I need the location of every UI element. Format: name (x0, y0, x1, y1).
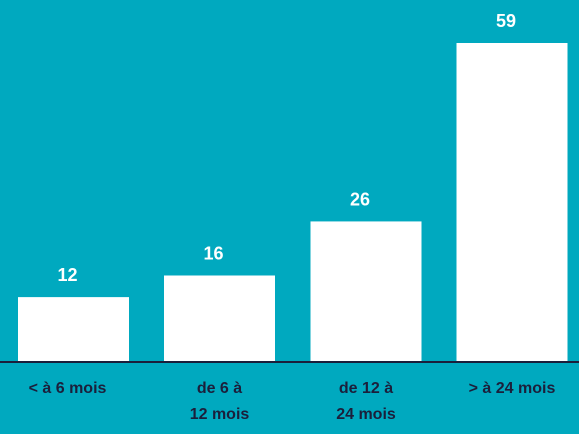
x-tick-label: de 12 à 24 mois (336, 380, 396, 423)
x-tick-label: de 6 à 12 mois (189, 380, 250, 423)
bar (310, 221, 422, 362)
value-label: 26 (350, 189, 370, 209)
x-tick-label: < à 6 mois (28, 380, 107, 397)
bar (18, 297, 129, 362)
bar (164, 275, 275, 362)
value-label: 12 (57, 265, 77, 285)
bar (456, 43, 568, 362)
value-label: 59 (496, 11, 516, 31)
x-tick-label: > à 24 mois (468, 380, 556, 397)
value-label: 16 (203, 243, 223, 263)
